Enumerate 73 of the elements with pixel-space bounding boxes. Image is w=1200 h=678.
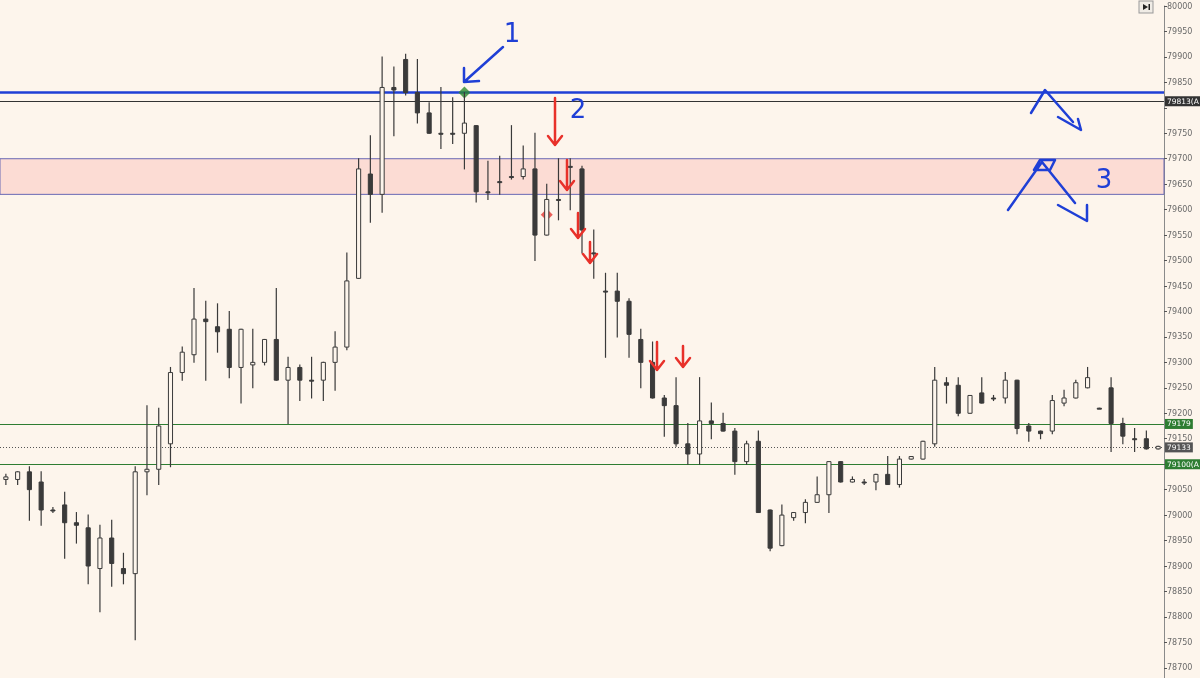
candlestick bbox=[567, 157, 573, 211]
y-tick-label: 79050 bbox=[1167, 485, 1193, 495]
candlestick bbox=[520, 144, 526, 181]
candlestick bbox=[1002, 371, 1008, 405]
y-tick-label: 78950 bbox=[1167, 536, 1193, 546]
candlestick bbox=[485, 160, 491, 201]
y-tick-label: 79950 bbox=[1167, 26, 1193, 36]
candlestick bbox=[179, 345, 185, 382]
candlestick bbox=[602, 272, 609, 359]
candlestick bbox=[814, 475, 820, 504]
candlestick bbox=[802, 498, 808, 524]
candlestick bbox=[250, 328, 256, 389]
candlestick bbox=[661, 394, 667, 438]
candlestick bbox=[591, 228, 597, 280]
candlestick bbox=[708, 401, 714, 440]
y-tick-label: 79300 bbox=[1167, 357, 1193, 367]
candlestick bbox=[320, 361, 326, 402]
candlestick bbox=[297, 363, 303, 402]
candlestick bbox=[943, 376, 950, 405]
y-tick-label: 79850 bbox=[1167, 77, 1193, 87]
candlestick bbox=[744, 440, 750, 466]
y-tick-label: 79350 bbox=[1167, 332, 1193, 342]
candlestick bbox=[73, 511, 79, 545]
candlestick bbox=[332, 330, 338, 392]
candlestick bbox=[309, 356, 315, 400]
y-tick-label: 79250 bbox=[1167, 383, 1193, 393]
candlestick bbox=[885, 455, 891, 486]
y-tick-label: 79000 bbox=[1167, 510, 1193, 520]
candlestick bbox=[614, 272, 620, 339]
y-tick-label: 79200 bbox=[1167, 408, 1193, 418]
candlestick bbox=[838, 460, 844, 484]
candlestick bbox=[3, 473, 9, 486]
candlestick bbox=[979, 376, 985, 405]
y-tick-label: 79900 bbox=[1167, 52, 1193, 62]
y-tick-label: 79600 bbox=[1167, 205, 1193, 215]
candlestick bbox=[1061, 389, 1067, 407]
y-tick-label: 79450 bbox=[1167, 281, 1193, 291]
y-tick-label: 79500 bbox=[1167, 256, 1193, 266]
y-tick-label: 79750 bbox=[1167, 128, 1193, 138]
candlestick bbox=[26, 465, 32, 522]
y-tick-label: 80000 bbox=[1167, 1, 1193, 11]
candlestick bbox=[555, 157, 562, 221]
y-tick-label: 79550 bbox=[1167, 230, 1193, 240]
y-tick-label: 79650 bbox=[1167, 179, 1193, 189]
candlestick bbox=[508, 124, 515, 181]
candlestick bbox=[144, 404, 150, 496]
annotation: 3 bbox=[1095, 164, 1113, 194]
annotation: 2 bbox=[569, 94, 587, 124]
y-tick-label: 79700 bbox=[1167, 154, 1193, 164]
candlestick bbox=[285, 356, 291, 425]
candlestick bbox=[1132, 427, 1138, 453]
candlestick bbox=[1026, 422, 1032, 443]
candlestick bbox=[720, 412, 726, 433]
candlestick bbox=[1073, 379, 1079, 400]
y-tick-label: 79150 bbox=[1167, 434, 1193, 444]
y-tick-label: 78800 bbox=[1167, 612, 1193, 622]
candlestick bbox=[203, 300, 209, 382]
candlestick bbox=[685, 422, 691, 466]
y-tick-label: 78900 bbox=[1167, 561, 1193, 571]
annotation: 1 bbox=[503, 18, 521, 48]
candlestick bbox=[1143, 429, 1149, 451]
y-tick-label: 78750 bbox=[1167, 637, 1193, 647]
candlestick bbox=[497, 155, 503, 196]
candlestick bbox=[261, 338, 268, 367]
candlestick bbox=[214, 302, 221, 354]
candlestick bbox=[62, 491, 68, 560]
candlestick bbox=[120, 552, 127, 585]
candlestick bbox=[367, 134, 373, 224]
y-tick-label: 78700 bbox=[1167, 663, 1193, 673]
candlestick bbox=[1120, 417, 1126, 445]
y-tick-label: 78850 bbox=[1167, 586, 1193, 596]
y-tick-label: 79400 bbox=[1167, 306, 1193, 316]
candlestick bbox=[638, 328, 644, 389]
